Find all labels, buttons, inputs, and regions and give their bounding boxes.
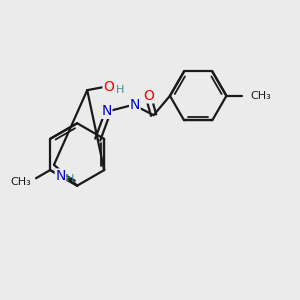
Text: N: N <box>130 98 140 112</box>
Text: N: N <box>101 104 112 118</box>
Text: N: N <box>55 169 66 183</box>
Text: H: H <box>116 85 124 95</box>
Text: O: O <box>143 89 154 103</box>
Text: CH₃: CH₃ <box>250 91 271 101</box>
Text: O: O <box>103 80 114 94</box>
Text: H: H <box>66 174 74 184</box>
Text: CH₃: CH₃ <box>11 177 32 187</box>
